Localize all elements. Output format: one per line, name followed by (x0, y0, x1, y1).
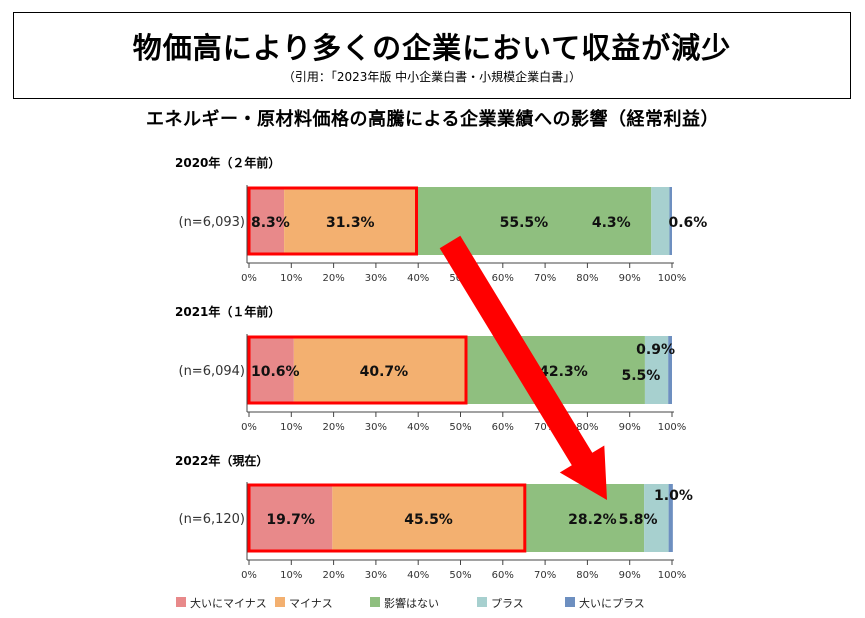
value-label: 42.3% (539, 364, 588, 380)
bar-segment (249, 336, 294, 404)
x-tick-label: 80% (576, 422, 598, 433)
headline-box: 物価高により多くの企業において収益が減少 （引用：「2023年版 中小企業白書・… (13, 12, 851, 99)
highlight-box (247, 186, 419, 256)
x-tick-label: 90% (619, 273, 641, 284)
legend-swatch (477, 597, 487, 607)
bar-segment (249, 484, 333, 552)
legend-swatch (565, 597, 575, 607)
bar-segment (524, 484, 645, 552)
value-label: 8.3% (251, 215, 290, 231)
x-tick-label: 80% (576, 570, 598, 581)
highlight-box (247, 335, 468, 405)
x-tick-label: 40% (407, 422, 429, 433)
value-label: 28.2% (568, 512, 617, 528)
trend-arrow (439, 235, 607, 501)
value-label: 1.0% (654, 488, 693, 504)
bar-segment (284, 187, 417, 255)
value-label: 5.5% (622, 368, 661, 384)
value-label: 5.8% (619, 512, 658, 528)
x-tick-label: 70% (534, 422, 556, 433)
value-label: 19.7% (266, 512, 315, 528)
x-tick-label: 100% (658, 570, 687, 581)
x-tick-label: 40% (407, 273, 429, 284)
legend-swatch (176, 597, 186, 607)
value-label: 31.3% (326, 215, 375, 231)
highlight-box (247, 483, 527, 553)
x-tick-label: 90% (619, 570, 641, 581)
bar-segment (293, 336, 466, 404)
value-label: 4.3% (592, 215, 631, 231)
x-tick-label: 90% (619, 422, 641, 433)
x-tick-label: 50% (449, 570, 471, 581)
x-tick-label: 50% (449, 422, 471, 433)
legend-swatch (275, 597, 285, 607)
panel-year-label: 2020年（２年前） (175, 155, 280, 170)
x-tick-label: 0% (241, 273, 257, 284)
panel-n-label: (n=6,120) (179, 512, 246, 527)
x-tick-label: 20% (322, 422, 344, 433)
x-tick-label: 20% (322, 273, 344, 284)
chart-title: エネルギー・原材料価格の高騰による企業業績への影響（経常利益） (146, 109, 719, 130)
x-tick-label: 10% (280, 422, 302, 433)
legend-label: マイナス (289, 597, 333, 610)
value-label: 10.6% (251, 364, 300, 380)
value-label: 0.9% (636, 342, 675, 358)
x-tick-label: 30% (365, 570, 387, 581)
value-label: 40.7% (360, 364, 409, 380)
x-tick-label: 70% (534, 273, 556, 284)
x-tick-label: 20% (322, 570, 344, 581)
value-label: 55.5% (500, 215, 549, 231)
panel-n-label: (n=6,093) (179, 215, 246, 230)
bar-segment (668, 336, 672, 404)
bar-segment (669, 187, 672, 255)
bar-segment (644, 484, 669, 552)
x-tick-label: 10% (280, 273, 302, 284)
bar-segment (668, 484, 673, 552)
x-tick-label: 100% (658, 273, 687, 284)
panel-year-label: 2021年（１年前） (175, 304, 280, 319)
x-tick-label: 60% (492, 273, 514, 284)
x-tick-label: 30% (365, 422, 387, 433)
legend-swatch (370, 597, 380, 607)
x-tick-label: 10% (280, 570, 302, 581)
x-tick-label: 60% (492, 570, 514, 581)
legend-label: 影響はない (384, 596, 439, 610)
x-tick-label: 80% (576, 273, 598, 284)
x-tick-label: 70% (534, 570, 556, 581)
x-tick-label: 100% (658, 422, 687, 433)
bar-segment (644, 336, 669, 404)
legend-label: プラス (491, 597, 524, 610)
x-tick-label: 0% (241, 422, 257, 433)
x-tick-label: 40% (407, 570, 429, 581)
bar-segment (651, 187, 670, 255)
headline: 物価高により多くの企業において収益が減少 (132, 31, 732, 65)
value-label: 45.5% (404, 512, 453, 528)
bar-segment (249, 187, 285, 255)
x-tick-label: 0% (241, 570, 257, 581)
citation: （引用：「2023年版 中小企業白書・小規模企業白書」） (282, 70, 582, 84)
panel-n-label: (n=6,094) (179, 364, 246, 379)
x-tick-label: 60% (492, 422, 514, 433)
legend-label: 大いにプラス (579, 596, 645, 610)
legend-label: 大いにマイナス (190, 596, 267, 610)
bar-segment (332, 484, 525, 552)
value-label: 0.6% (668, 215, 707, 231)
panel-year-label: 2022年（現在） (175, 453, 268, 468)
x-tick-label: 30% (365, 273, 387, 284)
